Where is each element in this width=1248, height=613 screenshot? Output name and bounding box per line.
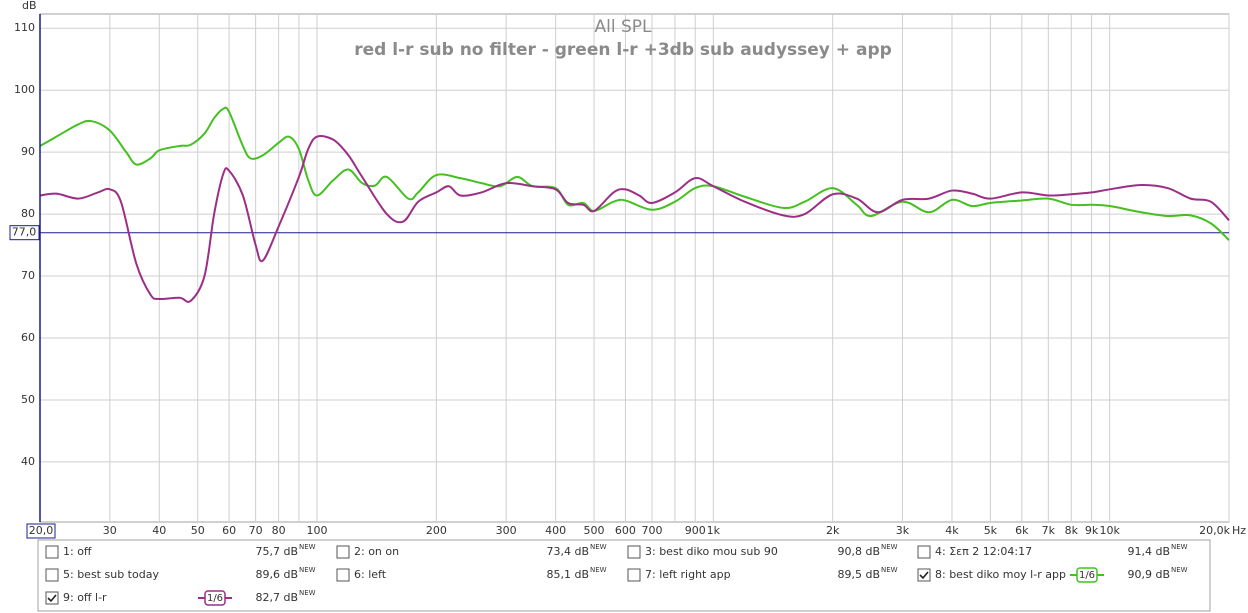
x-tick-label: 6k (1015, 524, 1029, 537)
new-badge: NEW (881, 543, 898, 551)
x-tick-label: 70 (249, 524, 263, 537)
reference-box (9, 225, 40, 241)
new-badge: NEW (1171, 566, 1188, 574)
legend-level: 73,4 dB (546, 545, 589, 558)
checkbox[interactable] (917, 545, 931, 559)
legend-panel (37, 539, 1211, 612)
x-tick-label: 3k (896, 524, 910, 537)
legend-level: 90,9 dB (1127, 568, 1170, 581)
x-tick-label: 20,0k (1199, 524, 1230, 537)
x-tick-label: 2k (826, 524, 840, 537)
x-tick-label: 1k (707, 524, 721, 537)
legend-level: 89,5 dB (837, 568, 880, 581)
x-tick-label: 50 (191, 524, 205, 537)
y-tick-label: 50 (21, 393, 35, 406)
x-tick-label: 10k (1100, 524, 1121, 537)
plot-area (39, 13, 1230, 523)
new-badge: NEW (590, 566, 607, 574)
y-tick-label: 100 (14, 83, 35, 96)
checkbox[interactable] (45, 568, 59, 582)
legend-name: 2: on on (354, 545, 399, 558)
y-tick-label: 70 (21, 269, 35, 282)
legend-level: 75,7 dB (255, 545, 298, 558)
x-tick-label: 400 (545, 524, 566, 537)
smoothing-box[interactable] (1076, 567, 1098, 583)
y-tick-label: 60 (21, 331, 35, 344)
x-tick-label: 500 (584, 524, 605, 537)
x-tick-label: 5k (984, 524, 998, 537)
x-tick-label: 100 (307, 524, 328, 537)
chart-title: All SPL (595, 17, 653, 37)
smoothing-label: 1/6 (1079, 570, 1095, 581)
x-tick-label: 4k (945, 524, 959, 537)
checkbox[interactable] (336, 545, 350, 559)
grid: 40 50 60 70 80 90 100 110 20,0 30 40 50 60 70 80 100 200… (9, 14, 1231, 539)
checkbox[interactable] (45, 545, 59, 559)
checkmark (919, 571, 929, 580)
x-tick-label: 8k (1065, 524, 1079, 537)
y-tick-label: 90 (21, 145, 35, 158)
legend-level: 89,6 dB (255, 568, 298, 581)
legend-name: 7: left right app (645, 568, 731, 581)
smoothing-box[interactable] (204, 590, 226, 606)
legend-level: 82,7 dB (255, 591, 298, 604)
x-tick-label: 60 (222, 524, 236, 537)
x-tick-label: 9k (1085, 524, 1099, 537)
checkbox[interactable] (336, 568, 350, 582)
x-tick-label: 200 (426, 524, 447, 537)
smoothing-label: 1/6 (207, 593, 223, 604)
legend-name: 5: best sub today (63, 568, 159, 581)
legend-name: 6: left (354, 568, 387, 581)
checkbox[interactable] (917, 568, 931, 582)
y-tick-label: 80 (21, 207, 35, 220)
legend-level: 90,8 dB (837, 545, 880, 558)
new-badge: NEW (299, 589, 316, 597)
legend-level: 85,1 dB (546, 568, 589, 581)
x-tick-label: 80 (272, 524, 286, 537)
checkmark (47, 594, 57, 603)
trace (39, 135, 1230, 303)
y-unit: dB (22, 0, 37, 12)
new-badge: NEW (590, 543, 607, 551)
x-tick-label: 600 (615, 524, 636, 537)
new-badge: NEW (881, 566, 898, 574)
x-tick-label: 700 (641, 524, 662, 537)
trace (39, 106, 1230, 241)
new-badge: NEW (1171, 543, 1188, 551)
legend-name: 8: best diko moy l-r app (935, 568, 1066, 581)
new-badge: NEW (299, 543, 316, 551)
x-tick-label: 900 (685, 524, 706, 537)
new-badge: NEW (299, 566, 316, 574)
x-tick-label: 20,0 (29, 524, 54, 537)
reference-label: 77,0 (12, 226, 37, 239)
x-tick-label: 7k (1042, 524, 1056, 537)
legend-name: 4: Σεπ 2 12:04:17 (935, 545, 1032, 558)
x-start-box (26, 523, 56, 539)
y-tick-label: 110 (14, 21, 35, 34)
checkbox[interactable] (45, 591, 59, 605)
chart-subtitle: red l-r sub no filter - green l-r +3db s… (354, 40, 892, 60)
checkbox[interactable] (627, 545, 641, 559)
legend-level: 91,4 dB (1127, 545, 1170, 558)
legend-name: 3: best diko mou sub 90 (645, 545, 778, 558)
x-tick-label: 40 (152, 524, 166, 537)
x-tick-label: 300 (496, 524, 517, 537)
x-unit: Hz (1232, 524, 1246, 537)
legend-name: 9: off l-r (63, 591, 107, 604)
checkbox[interactable] (627, 568, 641, 582)
y-tick-label: 40 (21, 455, 35, 468)
legend: 1: off 75,7 dB NEW 2: on on 73,4 dB NEW 3: bes… (45, 543, 1188, 606)
traces (39, 106, 1230, 303)
x-tick-label: 30 (103, 524, 117, 537)
legend-name: 1: off (63, 545, 92, 558)
